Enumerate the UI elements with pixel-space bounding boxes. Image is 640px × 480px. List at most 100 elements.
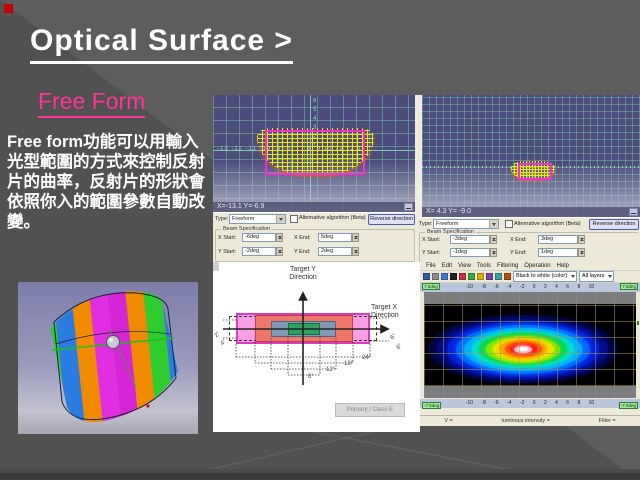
menu-operation[interactable]: Operation	[524, 263, 551, 269]
menu-filtering[interactable]: Filtering	[496, 263, 519, 269]
contrast-icon[interactable]	[468, 273, 475, 280]
type-select[interactable]: Freeform	[229, 214, 286, 224]
beam-controls-right: Type: Freeform Alternative algorithm (Be…	[417, 217, 640, 263]
coordinate-status: X= 4.3 Y= -9.0	[422, 207, 640, 217]
menu-edit[interactable]: Edit	[441, 263, 453, 269]
layers-value: All layers	[582, 273, 605, 279]
group-title: Beam Specification	[425, 229, 477, 235]
y-end-input[interactable]: 1deg	[538, 248, 578, 257]
menu-view[interactable]: View	[458, 263, 471, 269]
type-select[interactable]: Freeform	[433, 219, 499, 229]
menu-file[interactable]: File	[426, 263, 436, 269]
red-corner-chip	[4, 4, 13, 13]
coordinate-readout: X=-13.1 Y=-6.9	[217, 203, 265, 210]
type-label: Type:	[419, 221, 433, 227]
zoom-icon[interactable]	[441, 273, 448, 280]
diagram-axes	[223, 291, 390, 385]
type-label: Type:	[215, 216, 229, 222]
toolbar: Black to white (color) All layers	[420, 271, 640, 283]
target-angle-diagram: Target Y Direction Target X Direction	[213, 262, 420, 432]
alt-algorithm-checkbox[interactable]	[290, 215, 298, 223]
target-x-label: Target X Direction	[371, 304, 399, 319]
scrollbar-remnant	[213, 262, 219, 271]
chevron-down-icon[interactable]	[489, 220, 498, 228]
beam-specification-group: Beam Specification X Start: -6deg X End:…	[215, 226, 415, 262]
plot-margin-top	[424, 292, 636, 304]
freeform-heading: Free Form	[38, 88, 146, 118]
alt-algorithm-label: Alternative algorithm (Beta)	[514, 221, 581, 227]
reverse-direction-button[interactable]: Reverse direction	[589, 219, 639, 230]
group-title: Beam Specification	[221, 226, 273, 232]
window-restore-box[interactable]	[404, 203, 413, 211]
viewport-3d-mid[interactable]: -13 -12 -11 -10 -9 -8 8 9 10 11 12 13 6 …	[213, 95, 415, 212]
plot-margin-bottom	[424, 386, 636, 398]
angle-label-bottom: 12°	[326, 367, 336, 373]
chevron-down-icon[interactable]	[276, 215, 285, 223]
beam-range-outline	[265, 130, 365, 175]
y-end-input[interactable]: 2deg	[318, 247, 352, 256]
y-start-input[interactable]: -2deg	[242, 247, 276, 256]
x-end-input[interactable]: 3deg	[538, 235, 578, 244]
heat-ring	[518, 347, 528, 351]
intensity-plot[interactable]	[424, 292, 636, 398]
x-end-stepper[interactable]	[352, 233, 359, 242]
values-icon[interactable]	[495, 273, 502, 280]
one-to-one-icon[interactable]	[450, 273, 457, 280]
panel-gap	[415, 95, 422, 262]
save-icon[interactable]	[423, 273, 430, 280]
colormap-value: Black to white (color)	[516, 273, 568, 279]
type-value: Freeform	[436, 221, 459, 227]
alt-algorithm-checkbox[interactable]	[505, 220, 513, 228]
type-value: Freeform	[232, 216, 255, 222]
y-start-stepper[interactable]	[490, 248, 497, 257]
y-end-stepper[interactable]	[352, 247, 359, 256]
menu-help[interactable]: Help	[556, 263, 569, 269]
photometry-window: File Edit View Tools Filtering Operation…	[420, 262, 640, 426]
x-end-stepper[interactable]	[578, 235, 585, 244]
menu-bar: File Edit View Tools Filtering Operation…	[420, 262, 640, 271]
ruler-bottom: -10 -8 -6 -4 -2 0 2 4 6 8 10	[420, 399, 640, 408]
x-start-stepper[interactable]	[490, 235, 497, 244]
x-start-label: X Start:	[422, 237, 441, 243]
print-icon[interactable]	[432, 273, 439, 280]
viewport-3d-right[interactable]: X= 4.3 Y= -9.0	[422, 95, 640, 217]
layers-icon[interactable]	[477, 273, 484, 280]
x-start-label: X Start:	[218, 235, 237, 241]
x-start-input[interactable]: -3deg	[450, 235, 490, 244]
primary-class-button[interactable]: Primary / Class E	[335, 403, 405, 417]
x-start-input[interactable]: -6deg	[242, 233, 276, 242]
x-start-stepper[interactable]	[276, 233, 283, 242]
window-restore-box[interactable]	[629, 208, 638, 216]
x-end-label: X End:	[510, 237, 527, 243]
bottom-strip-dark	[0, 473, 640, 480]
y-end-stepper[interactable]	[578, 248, 585, 257]
x-end-input[interactable]: 6deg	[318, 233, 352, 242]
coordinate-status: X=-13.1 Y=-6.9	[213, 202, 415, 212]
menu-tools[interactable]: Tools	[476, 263, 491, 269]
info-icon[interactable]	[486, 273, 493, 280]
coordinate-readout: X= 4.3 Y= -9.0	[426, 208, 472, 215]
y-start-input[interactable]: -1deg	[450, 248, 490, 257]
alt-algorithm-label: Alternative algorithm (Beta)	[299, 215, 366, 221]
layers-select[interactable]: All layers	[579, 271, 615, 282]
x-end-label: X End:	[294, 235, 311, 241]
status-bar: V = luminous intensity = Filter =	[420, 415, 640, 426]
cad-surface-image	[18, 282, 198, 434]
angle-label-bottom: 6°	[308, 374, 314, 380]
axis-tag: -7.5deg	[422, 402, 442, 409]
bottom-strip-light	[0, 469, 640, 473]
status-filter: Filter =	[598, 418, 616, 424]
page-title: Optical Surface >	[30, 24, 293, 64]
reflector-mesh-small	[511, 161, 555, 179]
beam-specification-group: Beam Specification X Start: -3deg X End:…	[419, 229, 639, 263]
colormap-select[interactable]: Black to white (color)	[513, 271, 578, 282]
axis-tag: -7.5deg	[618, 402, 638, 409]
sensor-icon[interactable]	[504, 273, 511, 280]
reverse-direction-button[interactable]: Reverse direction	[368, 214, 415, 225]
axis-tag-side	[637, 321, 639, 325]
palette-icon[interactable]	[459, 273, 466, 280]
plot-field	[424, 304, 636, 386]
intensity-heatmap	[424, 304, 636, 386]
y-start-stepper[interactable]	[276, 247, 283, 256]
